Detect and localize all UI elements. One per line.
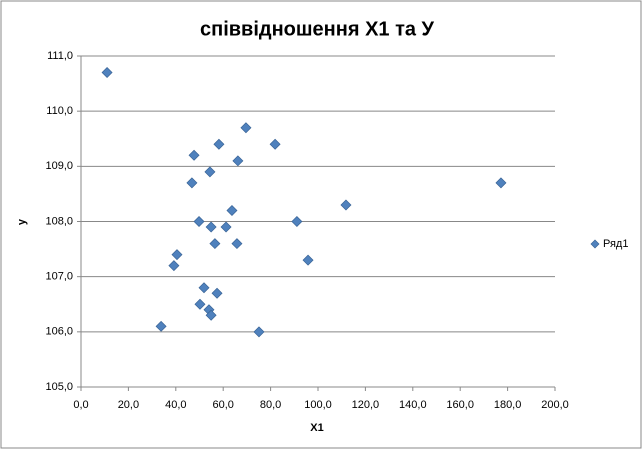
point — [232, 155, 244, 167]
point — [231, 238, 243, 250]
y-tick-label: 109,0 — [45, 160, 73, 172]
point — [171, 249, 183, 261]
point — [495, 177, 507, 189]
point — [209, 238, 221, 250]
point — [226, 204, 238, 216]
y-tick-label: 111,0 — [47, 50, 73, 62]
point — [194, 298, 206, 310]
point — [211, 287, 223, 299]
point — [186, 177, 198, 189]
x-tick-label: 160,0 — [446, 399, 474, 411]
y-tick-label: 110,0 — [46, 105, 73, 117]
point — [168, 260, 180, 272]
point — [204, 166, 216, 178]
x-tick-label: 180,0 — [494, 399, 522, 411]
x-tick-label: 100,0 — [304, 399, 332, 411]
legend-label: Ряд1 — [603, 238, 628, 250]
point — [269, 138, 281, 150]
chart-title: співвідношення X1 та У — [200, 18, 435, 40]
point — [198, 282, 210, 294]
point — [291, 216, 303, 227]
point — [213, 138, 225, 150]
x-tick-label: 80,0 — [260, 399, 281, 411]
x-tick-label: 60,0 — [212, 399, 233, 411]
y-tick-label: 108,0 — [45, 215, 73, 227]
point — [101, 67, 113, 79]
point — [155, 320, 167, 332]
x-tick-label: 20,0 — [118, 399, 139, 411]
point — [193, 216, 205, 227]
point — [205, 309, 217, 321]
legend-marker — [590, 239, 600, 249]
point — [240, 122, 252, 134]
x-tick-label: 200,0 — [541, 399, 569, 411]
x-axis-label: X1 — [310, 422, 323, 434]
y-tick-label: 107,0 — [45, 271, 73, 283]
x-tick-label: 0,0 — [73, 399, 88, 411]
y-tick-label: 105,0 — [45, 381, 73, 393]
point — [253, 326, 265, 338]
x-tick-label: 140,0 — [399, 399, 427, 411]
y-axis-label: y — [16, 218, 28, 225]
x-tick-label: 40,0 — [165, 399, 186, 411]
point — [302, 254, 314, 266]
point — [220, 221, 232, 233]
point — [188, 149, 200, 161]
point — [340, 199, 352, 211]
x-tick-label: 120,0 — [352, 399, 380, 411]
y-tick-label: 106,0 — [45, 326, 73, 338]
point — [205, 221, 217, 233]
